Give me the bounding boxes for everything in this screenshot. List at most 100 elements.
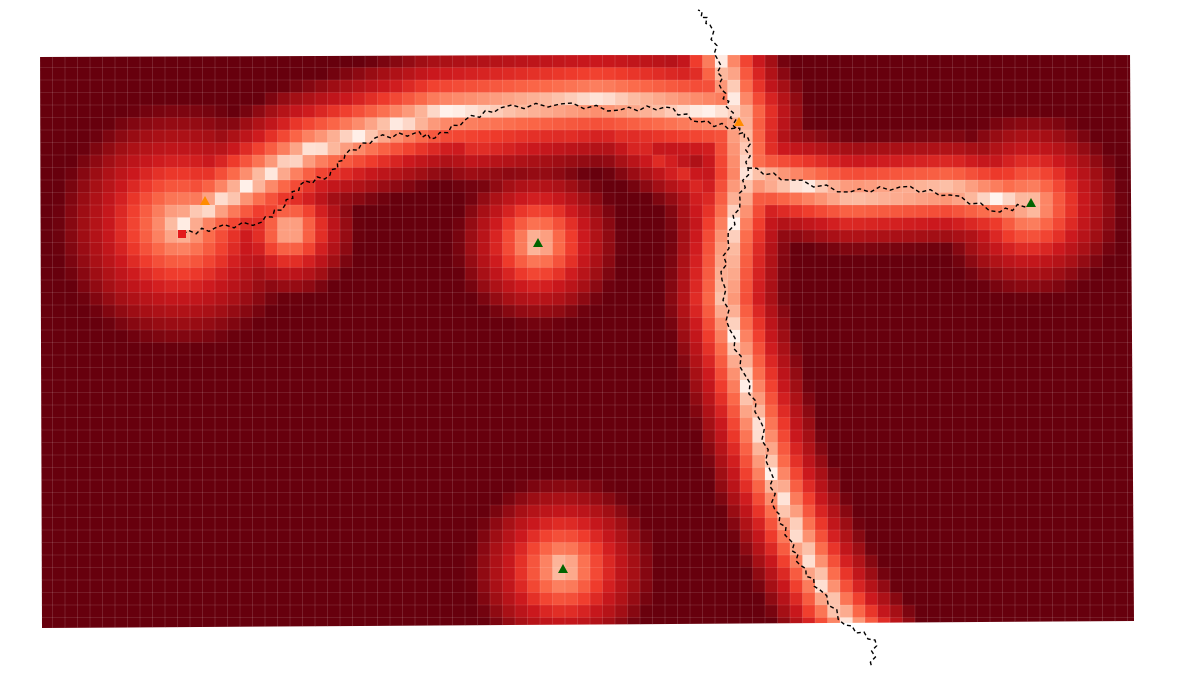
heat-cell (652, 155, 666, 168)
heat-cell (327, 530, 341, 543)
heat-cell (590, 180, 603, 193)
heat-cell (190, 130, 203, 143)
heat-cell (677, 480, 691, 493)
heat-cell (127, 555, 141, 568)
heat-cell (740, 180, 753, 193)
heat-cell (852, 517, 866, 531)
heat-cell (465, 617, 478, 628)
heat-cell (827, 555, 841, 568)
heat-cell (715, 442, 728, 456)
heat-cell (1015, 467, 1028, 481)
heat-cell (965, 355, 978, 368)
heat-cell (952, 142, 966, 156)
heat-cell (465, 392, 478, 406)
heat-cell (827, 180, 841, 193)
heat-cell (452, 442, 466, 456)
heat-cell (590, 355, 603, 368)
heat-cell (227, 155, 241, 168)
heat-cell (715, 555, 728, 568)
heat-cell (990, 192, 1003, 206)
heat-cell (1052, 517, 1066, 531)
heat-cell (177, 442, 191, 456)
heat-cell (390, 317, 403, 331)
heat-cell (1002, 305, 1016, 318)
heat-cell (727, 255, 741, 268)
heat-cell (752, 330, 766, 343)
heat-cell (265, 267, 278, 281)
heat-cell (840, 405, 853, 418)
heat-cell (352, 380, 366, 393)
heat-cell (127, 505, 141, 518)
heat-cell (977, 455, 991, 468)
heat-cell (527, 417, 541, 431)
heat-cell (340, 442, 353, 456)
heat-cell (652, 455, 666, 468)
heat-cell (1090, 80, 1103, 93)
heat-cell (265, 617, 278, 628)
heat-cell (902, 430, 916, 443)
heat-cell (77, 317, 91, 331)
heat-cell (77, 455, 91, 468)
heat-cell (40, 492, 53, 506)
heat-cell (877, 155, 891, 168)
heat-cell (777, 555, 791, 568)
heat-cell (927, 592, 941, 606)
heat-cell (465, 342, 478, 356)
heat-cell (315, 317, 328, 331)
heat-cell (277, 305, 291, 318)
heat-cell (152, 155, 166, 168)
heat-cell (615, 555, 628, 568)
heat-cell (865, 117, 878, 131)
heat-cell (915, 105, 928, 118)
heat-cell (265, 342, 278, 356)
heat-cell (202, 380, 216, 393)
heat-cell (702, 555, 716, 568)
heat-cell (715, 517, 728, 531)
heat-cell (1115, 217, 1128, 231)
heat-cell (702, 342, 716, 356)
heat-cell (877, 255, 891, 268)
heat-cell (677, 217, 691, 231)
heat-cell (327, 342, 341, 356)
heat-cell (965, 567, 978, 581)
heat-cell (927, 305, 941, 318)
heat-cell (715, 492, 728, 506)
heat-cell (1127, 517, 1134, 531)
heat-cell (402, 255, 416, 268)
heat-cell (552, 67, 566, 81)
heat-cell (577, 580, 591, 593)
heat-cell (40, 142, 53, 156)
heat-cell (252, 142, 266, 156)
heat-cell (165, 280, 178, 293)
heat-cell (627, 480, 641, 493)
heat-cell (190, 192, 203, 206)
heat-cell (265, 80, 278, 93)
heat-cell (727, 305, 741, 318)
heat-cell (840, 592, 853, 606)
heat-cell (452, 380, 466, 393)
heat-cell (377, 467, 391, 481)
heat-cell (652, 255, 666, 268)
heat-cell (627, 542, 641, 556)
heat-cell (1052, 255, 1066, 268)
heat-cell (965, 217, 978, 231)
heat-cell (965, 105, 978, 118)
heat-cell (502, 92, 516, 106)
heat-cell (1065, 205, 1078, 218)
heat-cell (915, 567, 928, 581)
heat-cell (252, 405, 266, 418)
heat-cell (815, 105, 828, 118)
heatmap-grid (40, 55, 1134, 628)
heat-cell (702, 305, 716, 318)
heat-cell (702, 617, 716, 628)
heat-cell (940, 142, 953, 156)
heat-cell (615, 67, 628, 81)
heat-cell (90, 292, 103, 306)
heat-cell (690, 105, 703, 118)
heat-cell (1015, 242, 1028, 256)
heat-cell (590, 442, 603, 456)
heat-cell (215, 580, 228, 593)
heat-cell (902, 567, 916, 581)
heat-cell (277, 105, 291, 118)
